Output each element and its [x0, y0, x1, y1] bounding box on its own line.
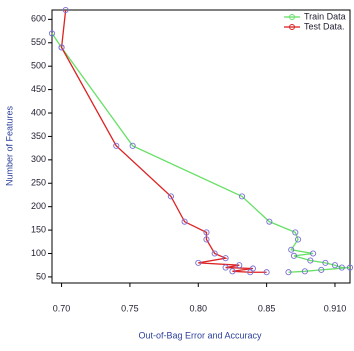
- point: [167, 193, 174, 200]
- point: [113, 142, 120, 149]
- point: [331, 262, 339, 269]
- point: [292, 229, 299, 236]
- point: [48, 30, 56, 37]
- point: [346, 264, 354, 271]
- y-tick-label: 350: [31, 131, 46, 141]
- point: [236, 262, 243, 269]
- x-tick-label: 0.70: [53, 303, 71, 313]
- point: [195, 259, 202, 266]
- plot-area: [51, 9, 351, 284]
- x-tick-label: 0.910: [324, 303, 347, 313]
- point: [211, 250, 218, 257]
- x-axis-label: Out-of-Bag Error and Accuracy: [138, 330, 262, 340]
- point: [229, 268, 236, 275]
- point: [263, 269, 270, 276]
- point: [247, 269, 254, 276]
- y-tick-label: 500: [31, 61, 46, 71]
- y-tick-label: 550: [31, 37, 46, 47]
- x-tick-label: 0.80: [190, 303, 208, 313]
- x-tick-label: 0.75: [121, 303, 139, 313]
- point: [285, 269, 292, 276]
- legend-label: Train Data: [304, 11, 346, 21]
- point: [307, 257, 314, 264]
- point: [266, 218, 273, 225]
- series-line: [51, 33, 351, 273]
- point: [181, 218, 188, 225]
- y-tick-label: 50: [36, 271, 46, 281]
- point: [203, 236, 210, 243]
- point: [318, 266, 325, 273]
- point: [58, 44, 65, 51]
- point: [295, 236, 302, 243]
- legend-marker: [289, 24, 295, 30]
- point: [129, 142, 136, 149]
- legend-label: Test Data.: [304, 21, 345, 31]
- point: [301, 268, 308, 275]
- y-tick-label: 200: [31, 201, 46, 211]
- point: [338, 264, 345, 271]
- y-tick-label: 400: [31, 107, 46, 117]
- y-axis-label: Number of Features: [4, 105, 14, 186]
- point: [222, 264, 229, 271]
- series-line: [60, 9, 267, 273]
- legend-marker: [289, 14, 295, 20]
- point: [238, 193, 246, 200]
- point: [288, 246, 295, 253]
- x-tick-label: 0.85: [258, 303, 276, 313]
- point: [203, 229, 210, 236]
- y-tick-label: 450: [31, 84, 46, 94]
- point: [62, 6, 69, 14]
- y-tick-label: 300: [31, 154, 46, 164]
- point: [310, 250, 317, 257]
- point: [322, 259, 329, 266]
- y-tick-label: 150: [31, 224, 46, 234]
- y-tick-label: 100: [31, 248, 46, 258]
- y-tick-label: 250: [31, 178, 46, 188]
- y-tick-label: 600: [31, 14, 46, 24]
- point: [290, 252, 298, 259]
- point: [222, 255, 229, 262]
